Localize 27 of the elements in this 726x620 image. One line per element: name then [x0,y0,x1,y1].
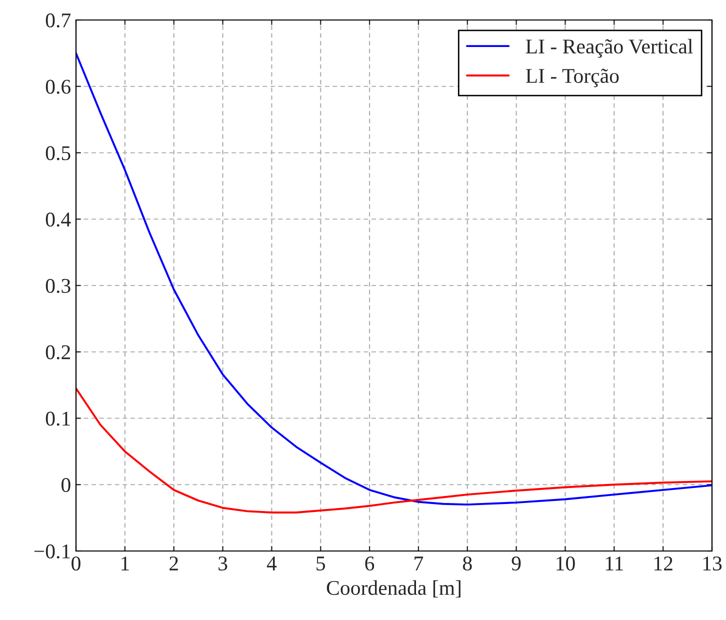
y-tick-label: 0.4 [46,212,71,227]
y-tick-label: 0.5 [46,146,70,160]
x-tick-label: 3 [218,556,228,571]
x-tick-label: 1 [122,556,129,570]
y-tick-label: 0.3 [46,278,70,294]
y-tick-label: −0.1 [34,544,70,559]
x-tick-label: 4 [266,556,277,570]
y-tick-label: 0.1 [46,412,70,426]
x-tick-label: 2 [170,556,178,570]
x-tick-label: 13 [703,556,722,571]
y-tick-label: 0.7 [46,13,71,28]
x-tick-label: 11 [606,556,623,570]
legend-label: LI - Torção [526,68,619,88]
x-tick-label: 9 [512,556,521,571]
y-tick-label: 0 [62,478,70,492]
line-series [76,387,712,514]
x-tick-label: 8 [462,556,472,571]
x-tick-label: 6 [365,556,374,571]
x-tick-label: 7 [414,556,424,570]
x-axis-title: Coordenada [m] [326,580,460,598]
legend-label: LI - Reação Vertical [526,38,693,58]
x-tick-label: 12 [654,556,672,570]
x-tick-label: 0 [72,556,80,571]
y-tick-label: 0.6 [46,80,71,94]
x-tick-label: 10 [556,556,575,571]
x-tick-label: 5 [316,556,326,571]
y-tick-label: 0.2 [46,345,70,360]
